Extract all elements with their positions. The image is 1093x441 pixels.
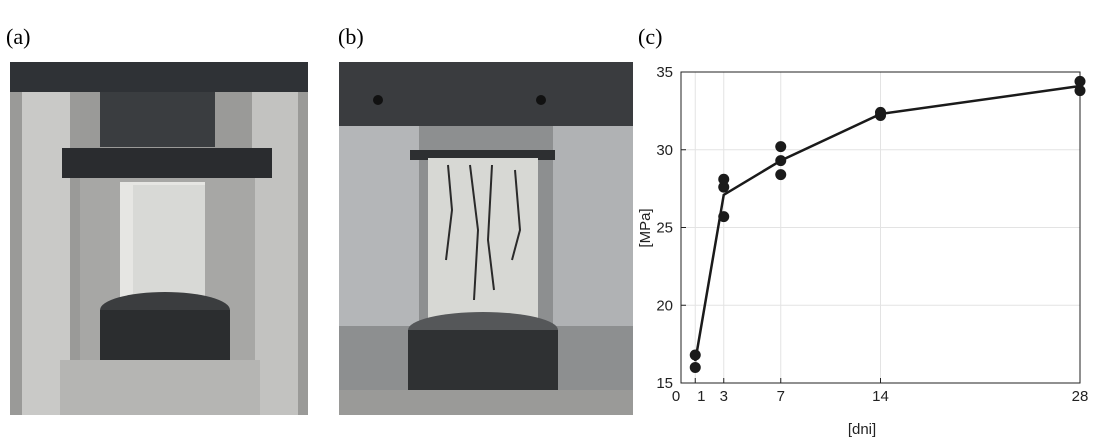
x-tick-label: 28	[1072, 388, 1089, 405]
data-point	[1074, 85, 1086, 97]
y-tick-label: 35	[656, 64, 673, 81]
y-tick-label: 20	[656, 297, 673, 314]
data-point	[689, 361, 701, 373]
plot-frame	[680, 71, 1081, 384]
data-point	[775, 141, 787, 153]
x-tick-label: 14	[872, 388, 889, 405]
data-point	[718, 181, 730, 193]
data-point	[718, 173, 730, 185]
panel-label: (b)	[338, 24, 364, 49]
y-tick-label: 25	[656, 220, 673, 237]
x-tick-label: 7	[777, 388, 785, 405]
data-point	[775, 169, 787, 181]
x-tick-label: 1	[697, 388, 705, 405]
x-tick-label: 3	[720, 388, 728, 405]
x-axis-label: [dni]	[848, 421, 876, 438]
panel-label: (c)	[638, 24, 662, 49]
data-point	[1074, 75, 1086, 87]
data-line	[694, 84, 1081, 362]
y-tick-label: 30	[656, 142, 673, 159]
photo-a	[10, 62, 308, 415]
y-tick-label: 15	[656, 375, 673, 392]
y-axis-label: [MPa]	[637, 208, 654, 247]
photo-b	[339, 62, 633, 415]
panel-label: (a)	[6, 24, 30, 49]
x-tick-label: 0	[672, 388, 680, 405]
